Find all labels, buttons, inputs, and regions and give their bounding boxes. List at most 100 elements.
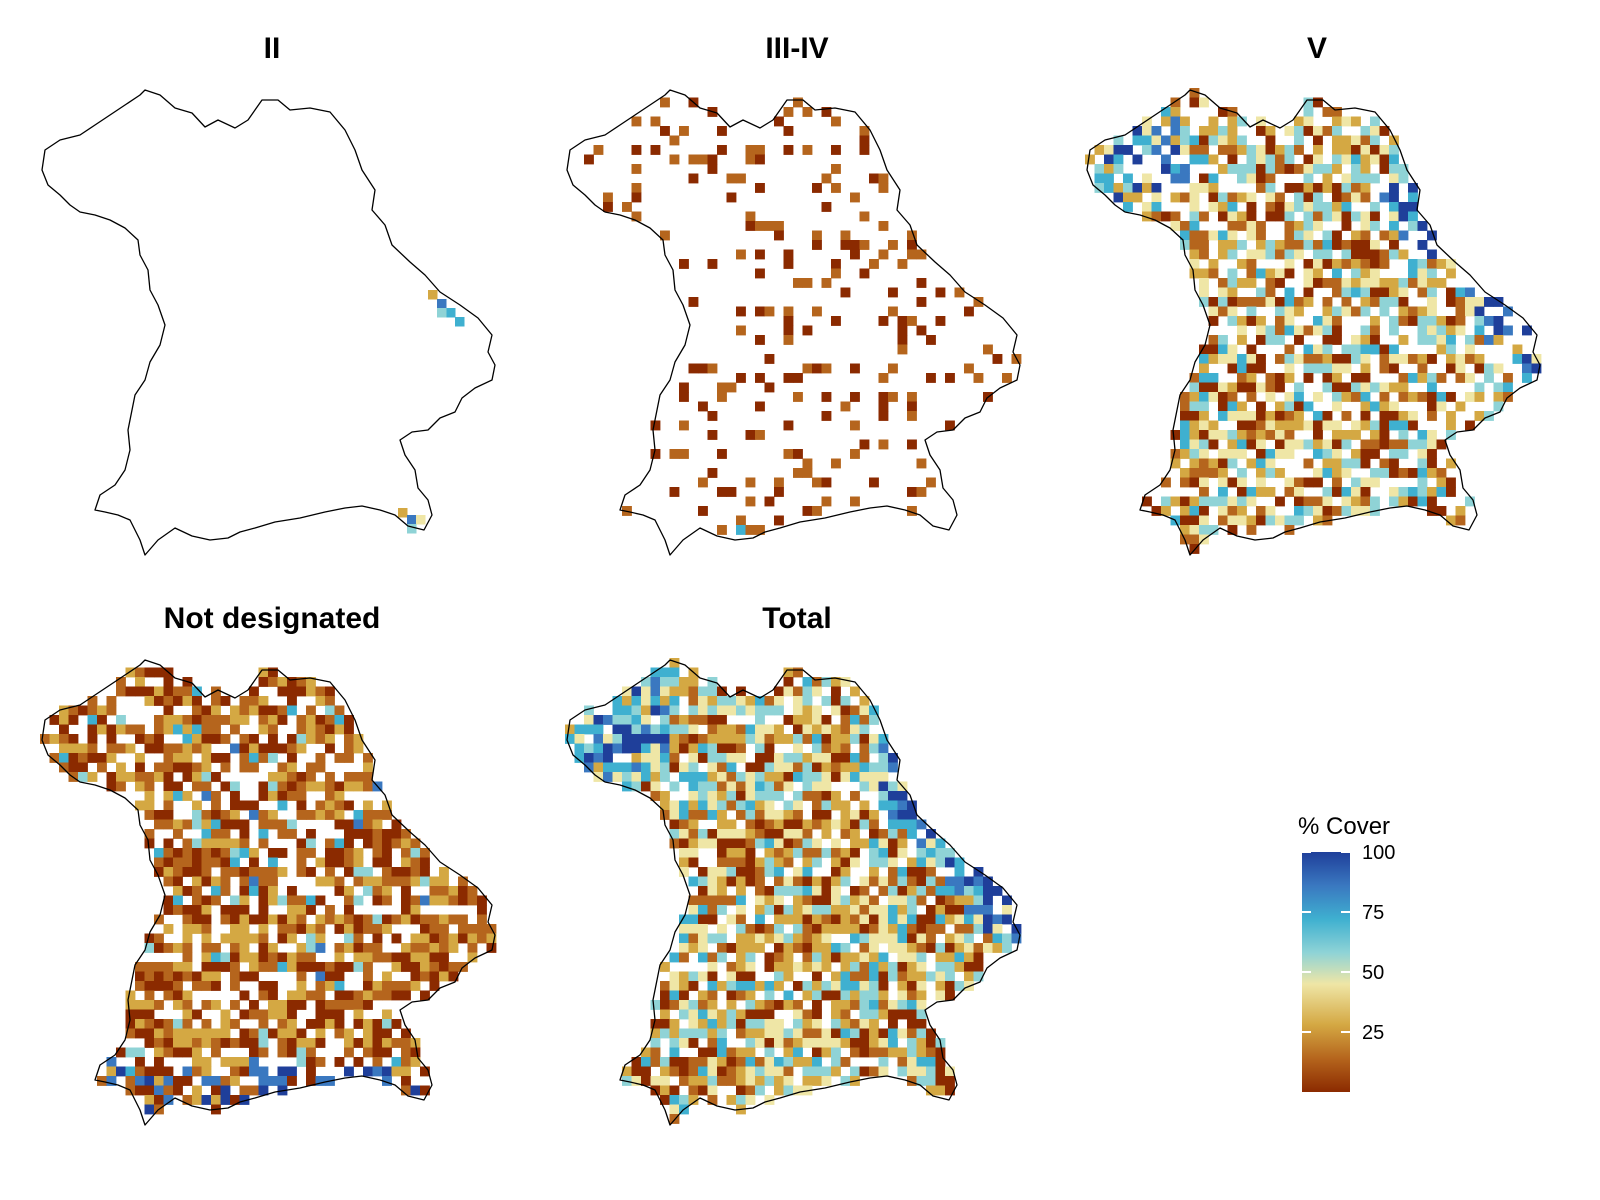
cover-cell [964,905,974,915]
cover-cell [612,724,623,735]
cover-cell [268,990,278,1001]
cover-cell [315,1009,326,1020]
cover-cell [334,943,345,953]
cover-cell [239,1057,250,1067]
cover-cell [1208,173,1219,184]
cover-cell [1237,382,1247,393]
cover-cell [1199,126,1209,136]
cover-cell [87,724,98,735]
cover-cell [945,848,955,858]
cover-cell [926,1057,936,1067]
cover-cell [230,800,240,811]
cover-cell [764,933,775,944]
panel-title: III-IV [765,32,828,65]
cover-cell [603,743,613,754]
cover-cell [135,686,145,697]
cover-cell [736,1057,746,1067]
cover-cell [1379,192,1390,203]
cover-cell [87,705,98,716]
cover-cell [878,316,889,326]
cover-cell [1417,496,1428,507]
cover-cell [660,1095,670,1105]
cover-cell [907,810,917,820]
cover-cell [840,810,851,820]
cover-cell [774,914,784,925]
cover-cell [192,1028,202,1039]
cover-cell [1218,297,1228,307]
cover-cell [926,943,936,953]
cover-cell [1360,135,1371,146]
cover-cell [783,943,794,953]
cover-cell [1427,468,1437,478]
cover-cell [1237,297,1247,307]
cover-cell [764,354,775,364]
cover-cell [173,686,183,697]
cover-cell [1484,363,1494,374]
cover-cell [477,895,487,906]
cover-cell [1341,211,1352,222]
cover-cell [201,952,212,963]
cover-cell [154,933,164,944]
cover-cell [1408,439,1418,450]
cover-cell [1332,211,1342,222]
cover-cell [325,867,335,877]
cover-cell [258,886,269,896]
cover-cell [1341,116,1352,127]
cover-cell [812,886,822,896]
cover-cell [669,135,680,146]
cover-cell [1313,259,1323,269]
cover-cell [878,848,889,858]
cover-cell [211,696,221,706]
cover-cell [1189,249,1200,260]
cover-cell [1294,126,1304,136]
cover-cell [1208,230,1219,241]
cover-cell [192,857,202,868]
cover-cell [717,487,727,497]
cover-cell [401,981,411,991]
cover-cell [182,819,193,830]
cover-cell [1417,316,1428,326]
cover-cell [315,1076,326,1086]
cover-cell [201,848,212,858]
cover-cell [211,886,221,896]
cover-cell [1522,363,1532,374]
cover-cell [1161,164,1171,174]
cover-cell [192,886,202,896]
cover-cell [1303,126,1314,136]
cover-cell [1237,354,1247,364]
cover-cell [821,762,832,773]
cover-cell [698,800,708,811]
cover-cell [163,981,174,991]
cover-cell [688,1076,699,1086]
cover-cell [869,477,879,488]
cover-cell [736,325,746,336]
cover-cell [1227,221,1238,231]
cover-cell [812,1028,822,1039]
cover-cell [1246,145,1257,155]
cover-cell [802,686,813,697]
cover-cell [239,971,250,982]
cover-cell [812,1066,822,1077]
cover-cell [1370,259,1380,269]
cover-cell [850,192,860,203]
cover-cell [755,981,765,991]
cover-cell [774,772,784,782]
cover-cell [774,724,784,735]
cover-cell [1332,287,1342,298]
cover-cell [1427,325,1437,336]
cover-cell [1199,97,1209,108]
cover-cell [774,952,784,963]
cover-cell [840,981,851,991]
cover-cell [1265,325,1276,336]
cover-cell [353,1038,364,1048]
cover-cell [315,1057,326,1067]
cover-cell [1389,202,1399,212]
cover-cell [1341,363,1352,374]
cover-cell [1002,905,1012,915]
cover-cell [1313,325,1323,336]
cover-cell [764,924,775,934]
cover-cell [641,1047,651,1058]
cover-cell [1170,221,1181,231]
cover-cell [116,1066,126,1077]
cover-cell [679,819,689,830]
